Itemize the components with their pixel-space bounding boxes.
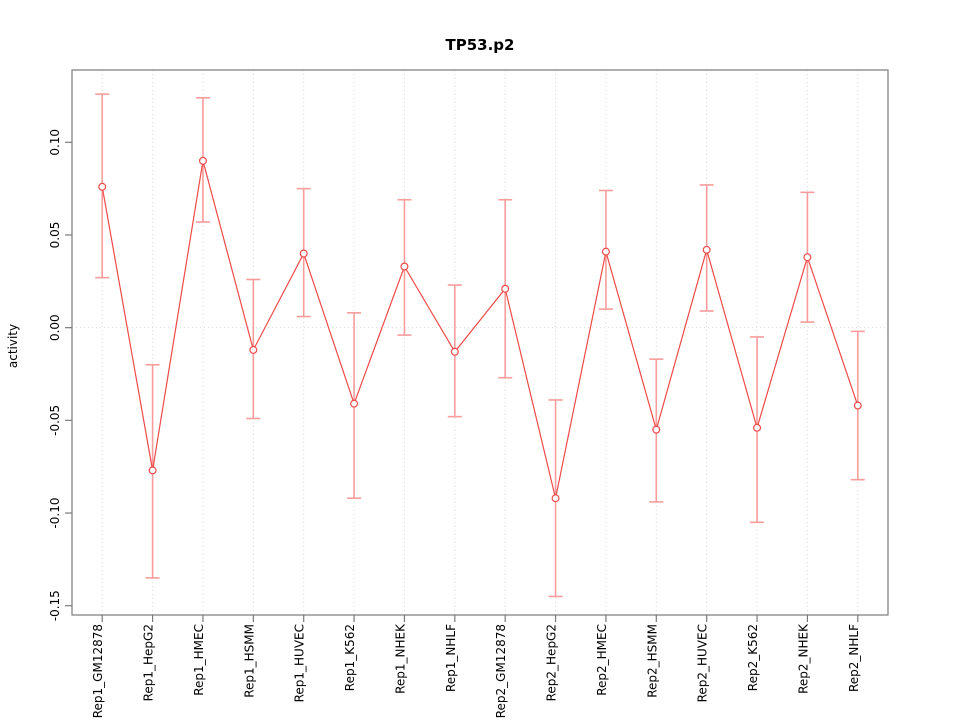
gridlines (72, 70, 888, 615)
x-tick-label: Rep2_HepG2 (545, 624, 559, 701)
x-tick-label: Rep1_HSMM (242, 624, 256, 698)
data-line (101, 160, 859, 499)
data-point (501, 284, 510, 293)
chart-title: TP53.p2 (445, 36, 515, 54)
data-point (601, 247, 610, 256)
x-tick-label: Rep2_GM12878 (494, 624, 508, 718)
x-tick-label: Rep2_NHLF (847, 624, 861, 692)
plot-frame (71, 69, 889, 616)
x-tick-label: Rep1_NHEK (393, 623, 407, 694)
data-point (98, 182, 107, 191)
x-tick-label: Rep2_NHEK (796, 623, 810, 694)
data-point (853, 401, 862, 410)
x-axis: Rep1_GM12878 Rep1_HepG2 Rep1_HMEC Rep1_HSMM… (91, 615, 861, 718)
x-tick-label: Rep2_HSMM (645, 624, 659, 698)
x-tick-label: Rep1_HepG2 (142, 624, 156, 701)
data-point (551, 494, 560, 503)
data-point (803, 253, 812, 262)
data-point (702, 245, 711, 254)
x-tick-label: Rep1_NHLF (444, 624, 458, 692)
x-tick-label: Rep1_HMEC (192, 624, 206, 696)
x-tick-label: Rep1_GM12878 (91, 624, 105, 718)
x-tick-label: Rep2_K562 (746, 624, 760, 691)
error-bars (95, 93, 865, 598)
y-tick-label: -0.15 (48, 590, 62, 621)
x-tick-label: Rep2_HMEC (595, 624, 609, 696)
x-tick-label: Rep2_HUVEC (696, 624, 710, 702)
y-tick-label: 0.05 (48, 222, 62, 249)
x-tick-label: Rep1_K562 (343, 624, 357, 691)
data-point (299, 249, 308, 258)
data-point (148, 466, 157, 475)
data-point (450, 347, 459, 356)
y-axis: 0.10 0.05 0.00 -0.05 -0.10 -0.15 (48, 129, 72, 621)
x-tick-label: Rep1_HUVEC (293, 624, 307, 702)
data-point (400, 262, 409, 271)
data-point (198, 156, 207, 165)
data-point (753, 423, 762, 432)
data-point (652, 425, 661, 434)
data-point (350, 399, 359, 408)
y-tick-label: 0.10 (48, 129, 62, 156)
data-points (98, 156, 862, 503)
y-tick-label: -0.10 (48, 498, 62, 529)
y-tick-label: 0.00 (48, 314, 62, 341)
data-point (249, 345, 258, 354)
y-tick-label: -0.05 (48, 405, 62, 436)
